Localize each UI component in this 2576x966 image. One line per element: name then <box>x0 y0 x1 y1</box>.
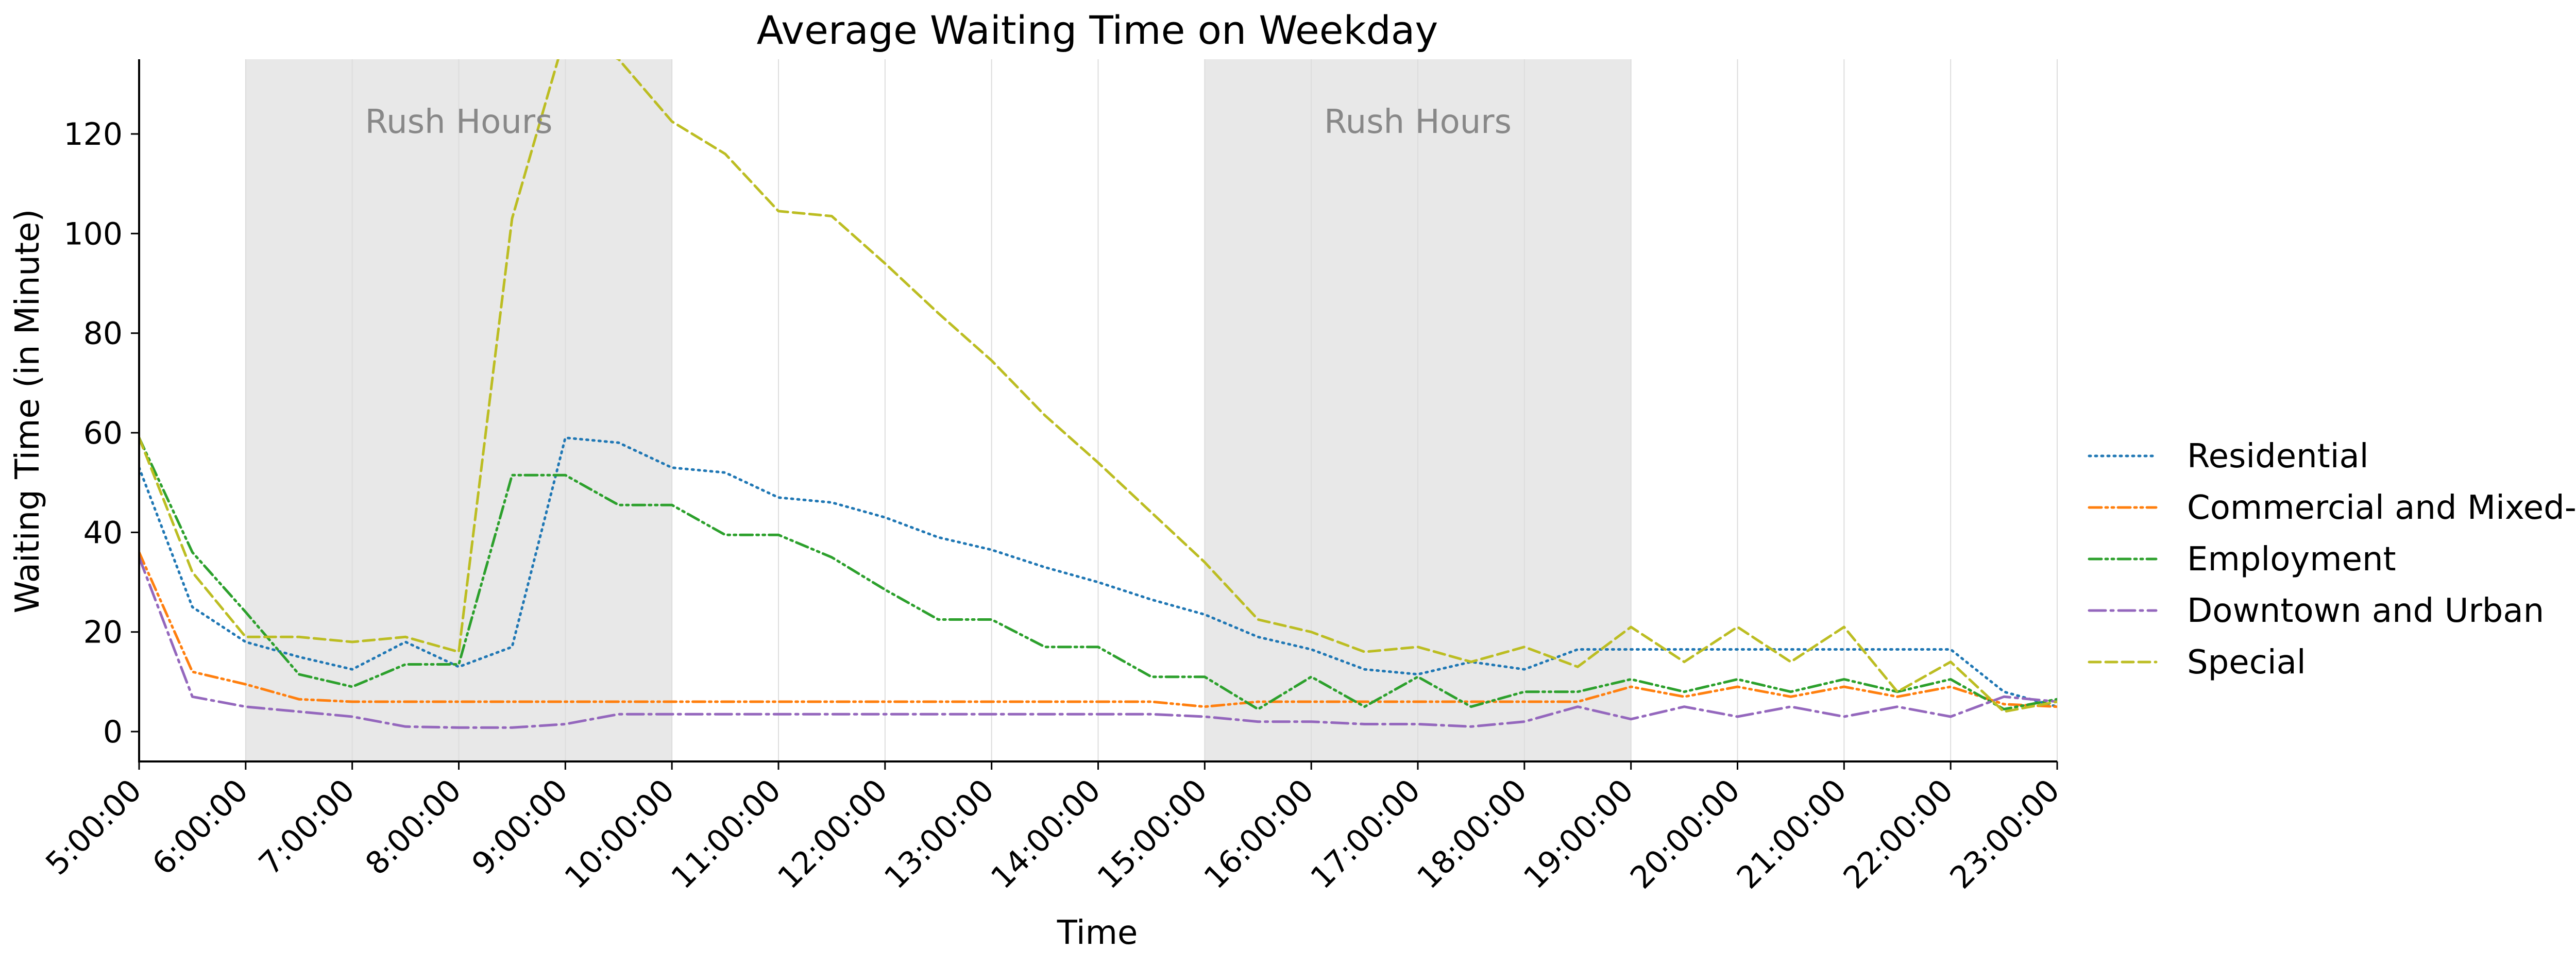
x-tick-label: 6:00:00 <box>145 772 255 882</box>
series-lines <box>139 59 2057 729</box>
x-tick-label: 12:00:00 <box>771 772 894 896</box>
x-tick-label: 10:00:00 <box>558 772 682 896</box>
legend-label: Residential <box>2187 437 2369 476</box>
series-line-employment <box>139 436 2057 710</box>
x-tick-label: 11:00:00 <box>665 772 788 896</box>
y-tick-label: 20 <box>83 615 123 651</box>
series-line-residential <box>139 436 2057 708</box>
y-axis-label: Waiting Time (in Minute) <box>9 209 47 614</box>
y-tick-label: 80 <box>83 316 123 352</box>
x-tick-label: 22:00:00 <box>1837 772 1960 896</box>
x-tick-label: 13:00:00 <box>877 772 1001 896</box>
x-tick-label: 14:00:00 <box>984 772 1108 896</box>
y-tick-label: 40 <box>83 515 123 551</box>
x-tick-label: 8:00:00 <box>359 772 468 882</box>
x-tick-label: 20:00:00 <box>1623 772 1747 896</box>
x-tick-label: 18:00:00 <box>1410 772 1534 896</box>
band-labels: Rush Hours Rush Hours <box>365 103 1512 141</box>
y-tick-label: 120 <box>63 116 123 152</box>
y-tick-label: 60 <box>83 415 123 451</box>
legend-label: Special <box>2187 643 2306 682</box>
x-tick-label: 15:00:00 <box>1091 772 1214 896</box>
rush-hours-label: Rush Hours <box>365 103 553 141</box>
legend-label: Downtown and Urban <box>2187 592 2544 630</box>
x-tick-label: 5:00:00 <box>39 772 149 882</box>
legend-label: Employment <box>2187 540 2396 579</box>
x-ticks: 5:00:006:00:007:00:008:00:009:00:0010:00… <box>39 761 2067 896</box>
chart-title: Average Waiting Time on Weekday <box>757 7 1438 53</box>
x-tick-label: 16:00:00 <box>1197 772 1321 896</box>
x-tick-label: 7:00:00 <box>252 772 362 882</box>
x-tick-label: 17:00:00 <box>1304 772 1428 896</box>
rush-hour-bands <box>245 59 1631 761</box>
x-tick-label: 19:00:00 <box>1517 772 1640 896</box>
x-tick-label: 23:00:00 <box>1943 772 2067 896</box>
y-tick-label: 100 <box>63 216 123 252</box>
rush-hours-label: Rush Hours <box>1324 103 1512 141</box>
series-line-commercial-and-mixed-use <box>139 551 2057 708</box>
y-tick-label: 0 <box>103 714 123 750</box>
x-tick-label: 21:00:00 <box>1730 772 1854 896</box>
series-line-special <box>139 59 2057 713</box>
legend-label: Commercial and Mixed-Use <box>2187 489 2576 527</box>
series-line-downtown-and-urban <box>139 556 2057 729</box>
legend: Residential Commercial and Mixed-Use Emplo… <box>2088 437 2576 682</box>
y-ticks: 0 20 40 60 80 100 120 <box>63 116 139 750</box>
x-axis-label: Time <box>1057 914 1138 952</box>
vertical-gridlines <box>139 59 2058 761</box>
x-tick-label: 9:00:00 <box>465 772 575 882</box>
